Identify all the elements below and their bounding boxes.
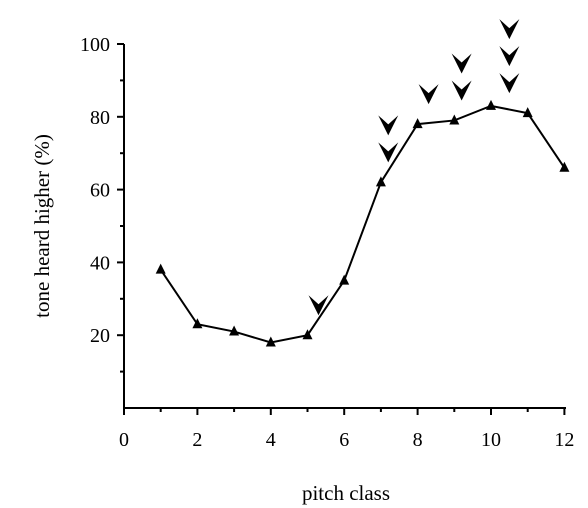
arrowhead-annotation [499, 19, 520, 40]
x-tick-label: 0 [119, 429, 129, 451]
arrowhead-annotation [308, 295, 329, 316]
arrowhead-annotation [451, 53, 472, 74]
data-point-marker [229, 325, 240, 336]
arrowhead-annotation [418, 84, 439, 105]
x-tick-label: 6 [339, 429, 349, 451]
axes [123, 44, 566, 409]
x-tick-label: 12 [554, 429, 574, 451]
arrowhead-annotation [451, 80, 472, 101]
data-point-marker [486, 99, 496, 110]
data-point-marker [375, 176, 386, 187]
x-tick-label: 8 [413, 429, 423, 451]
y-tick-label: 40 [90, 252, 110, 274]
y-axis-title: tone heard higher (%) [30, 134, 54, 318]
data-point-marker [302, 329, 313, 340]
x-tick-label: 4 [266, 429, 276, 451]
y-tick-label: 60 [90, 180, 110, 202]
arrow-annotations [308, 19, 520, 316]
y-tick-label: 80 [90, 107, 110, 129]
x-tick-label: 2 [192, 429, 202, 451]
y-tick-label: 100 [80, 34, 110, 56]
series [155, 99, 570, 347]
arrowhead-annotation [378, 115, 399, 136]
arrowhead-annotation [499, 46, 520, 67]
data-point-marker [339, 274, 350, 285]
x-axis-title: pitch class [302, 481, 390, 505]
x-tick-label: 10 [481, 429, 501, 451]
data-point-marker [412, 118, 423, 129]
data-point-marker [265, 336, 276, 347]
data-point-marker [155, 263, 166, 274]
arrowhead-annotation [378, 142, 399, 163]
y-tick-label: 20 [90, 325, 110, 347]
data-point-marker [192, 318, 203, 329]
arrowhead-annotation [499, 73, 520, 94]
data-point-marker [522, 107, 533, 118]
tick-labels: 0 2 4 6 8 10 12 20 40 60 80 100 [80, 34, 574, 451]
ticks [117, 43, 566, 415]
data-point-marker [559, 161, 570, 172]
series-line [159, 104, 566, 344]
data-point-marker [449, 114, 460, 125]
